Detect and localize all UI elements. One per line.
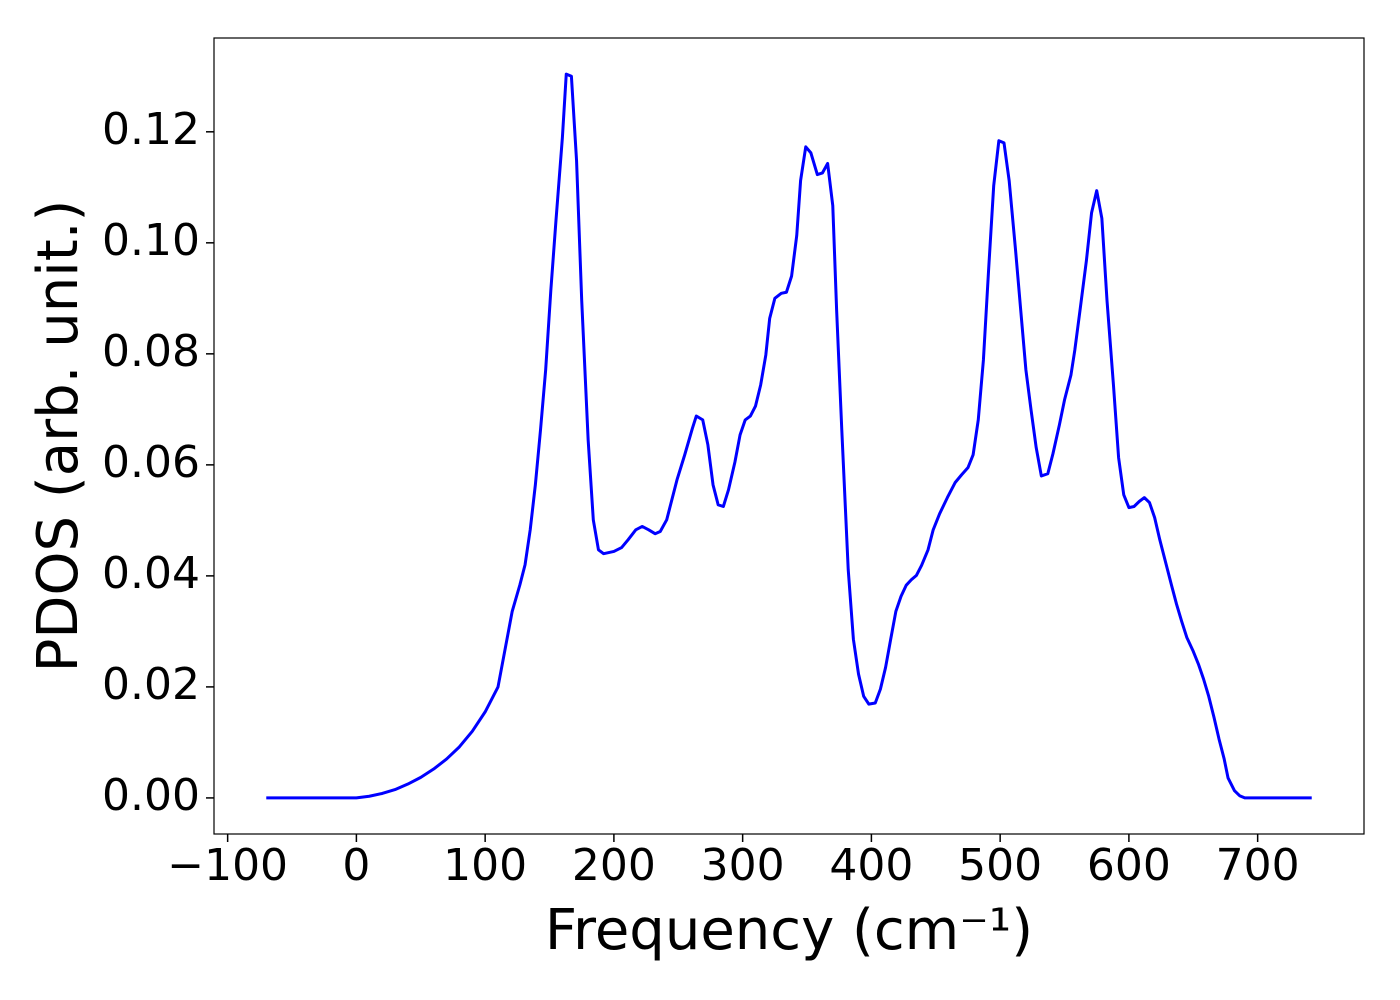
data-line [266, 72, 1312, 800]
x-tick-label: 0 [342, 840, 370, 891]
x-tick-label: 700 [1216, 840, 1300, 891]
y-tick-label: 0.06 [102, 437, 200, 488]
x-tick-label: −100 [167, 840, 288, 891]
y-tick-label: 0.10 [102, 215, 200, 266]
y-tick-label: 0.00 [102, 770, 200, 821]
x-tick-label: 100 [443, 840, 527, 891]
y-tick-label: 0.12 [102, 104, 200, 155]
x-tick-label: 500 [958, 840, 1042, 891]
y-tick-label: 0.08 [102, 326, 200, 377]
x-axis-label: Frequency (cm⁻¹) [545, 898, 1033, 963]
x-tick-label: 300 [701, 840, 785, 891]
plot-frame [213, 37, 1365, 835]
y-axis-label: PDOS (arb. unit.) [26, 200, 91, 673]
x-tick-label: 200 [572, 840, 656, 891]
x-tick-label: 600 [1087, 840, 1171, 891]
x-tick-label: 400 [829, 840, 913, 891]
y-tick-label: 0.02 [102, 659, 200, 710]
y-tick-label: 0.04 [102, 548, 200, 599]
